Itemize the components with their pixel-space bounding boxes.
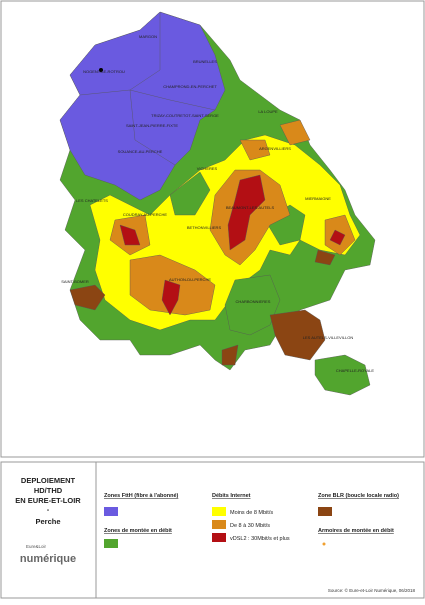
legend-label: Zones FttH (fibre à l'abonné)	[104, 493, 179, 499]
legend-label: Armoires de montée en débit	[318, 528, 394, 534]
town-label: SAINT-BOMER	[61, 279, 89, 284]
town-dot	[99, 68, 103, 72]
town-label: ARGENVILLIERS	[259, 146, 291, 151]
legend-swatch	[104, 539, 118, 548]
town-label: MIERMAIGNE	[305, 196, 331, 201]
legend-label: Zone BLR (boucle locale radio)	[318, 493, 399, 499]
legend-swatch	[212, 520, 226, 529]
town-label: MARGON	[139, 34, 157, 39]
legend-label: De 8 à 30 Mbit/s	[230, 523, 270, 529]
town-label: COUDRAY-AU-PERCHE	[123, 212, 168, 217]
town-label: NOGENT-LE-ROTROU	[83, 69, 125, 74]
town-label: BEAUMONT-LES-AUTELS	[226, 205, 275, 210]
title-line: Perche	[35, 517, 60, 526]
town-label: BETHONVILLIERS	[187, 225, 222, 230]
town-label: CHAMPROND-EN-PERCHET	[163, 84, 217, 89]
town-label: CHARBONNIERES	[236, 299, 271, 304]
title-line: -	[47, 505, 50, 514]
title-line: HD/THD	[34, 486, 63, 495]
town-label: AUTHON-DU-PERCHE	[169, 277, 211, 282]
legend-label: Moins de 8 Mbit/s	[230, 510, 273, 516]
legend-swatch	[212, 507, 226, 516]
legend-title: Débits Internet	[212, 493, 251, 499]
logo-top: Eure&Loir	[26, 544, 47, 549]
legend-swatch	[212, 533, 226, 542]
town-label: CHAPELLE-ROYALE	[336, 368, 374, 373]
legend-label: Zones de montée en débit	[104, 528, 172, 534]
town-label: LES CHATELETS	[76, 198, 108, 203]
legend-swatch	[318, 507, 332, 516]
map	[59, 11, 376, 396]
logo-bottom: numérique	[20, 553, 76, 565]
legend-swatch	[104, 507, 118, 516]
legend-frame	[0, 461, 425, 599]
town-label: SAINT-JEAN-PIERRE-FIXTE	[126, 123, 178, 128]
town-labels: MARGON BRUNELLES NOGENT-LE-ROTROU CHAMPROND…	[61, 34, 374, 373]
town-label: TRIZAY-COUTRETOT-SAINT-SERGE	[151, 113, 219, 118]
legend-swatch	[322, 542, 326, 546]
title-line: EN EURE-ET-LOIR	[15, 496, 81, 505]
town-label: LA LOUPE	[258, 109, 278, 114]
town-label: BRUNELLES	[193, 59, 217, 64]
town-label: SOUANCE-AU-PERCHE	[118, 149, 163, 154]
town-label: VICHERES	[197, 166, 218, 171]
title-line: DEPLOIEMENT	[21, 476, 76, 485]
town-label: LES AUTELS-VILLEVILLON	[303, 335, 354, 340]
legend-label: vDSL2 : 30Mbit/s et plus	[230, 536, 290, 542]
source: Source: © Eure-et-Loir Numérique, 06/201…	[328, 587, 416, 593]
